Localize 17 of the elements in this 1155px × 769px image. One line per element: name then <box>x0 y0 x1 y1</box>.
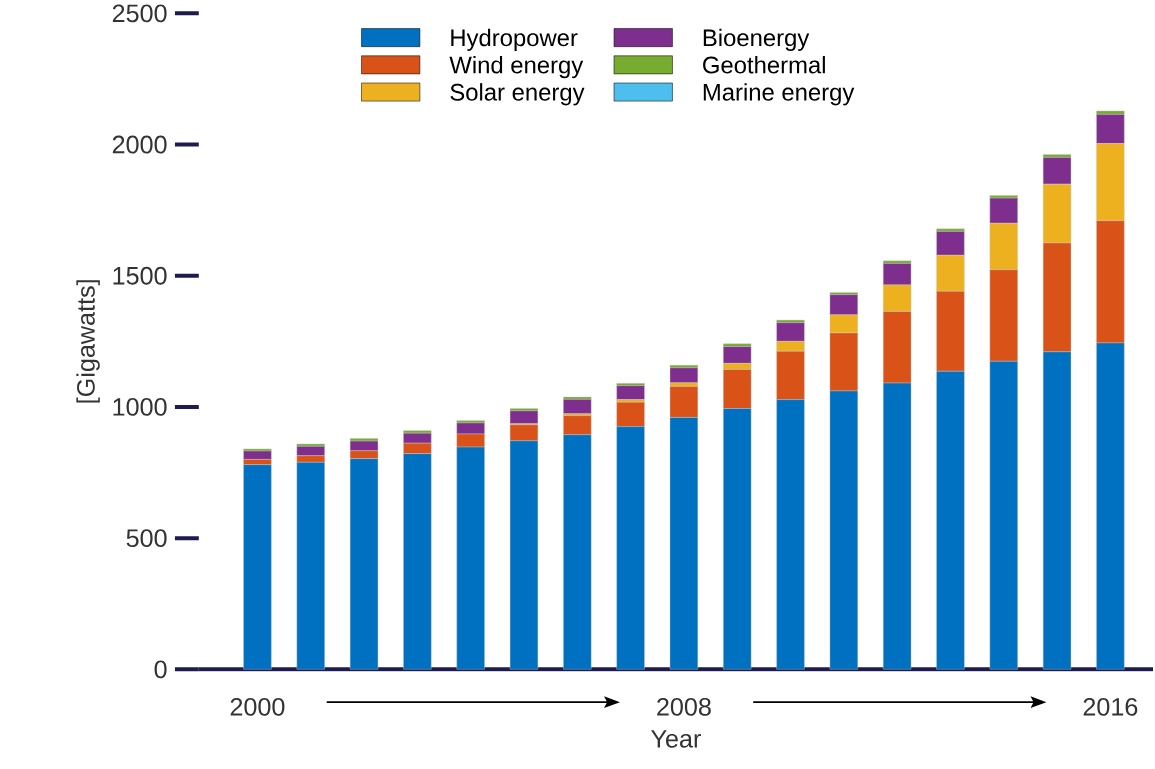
y-tick-label: 2500 <box>112 4 167 23</box>
x-tick-label: 2008 <box>657 698 711 716</box>
x-axis-title: Year <box>651 730 701 748</box>
y-tick-label: 2000 <box>112 135 167 154</box>
y-tick-label: 0 <box>154 660 167 679</box>
y-tick-label: 500 <box>126 529 167 548</box>
y-axis-title: [Gigawatts] <box>76 280 100 403</box>
x-tick-label: 2000 <box>230 698 285 716</box>
legend-label: Bioenergy <box>703 28 810 52</box>
legend-label: Wind energy <box>449 56 584 79</box>
legend-label: Solar energy <box>450 83 585 106</box>
x-tick-label: 2016 <box>1083 698 1138 716</box>
legend-label: Geothermal <box>703 56 825 74</box>
y-tick-label: 1500 <box>113 266 167 285</box>
y-tick-label: 1000 <box>113 398 167 416</box>
legend-label: Hydropower <box>451 28 578 52</box>
legend-label: Marine energy <box>703 83 855 106</box>
